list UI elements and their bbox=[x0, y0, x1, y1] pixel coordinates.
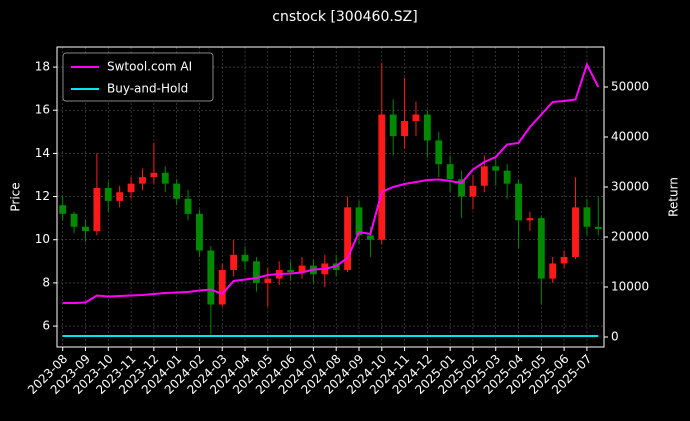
candle-body bbox=[104, 187, 112, 201]
candle-body bbox=[594, 226, 602, 229]
candle-body bbox=[401, 121, 408, 137]
candle-body bbox=[537, 218, 545, 279]
candle-body bbox=[446, 164, 454, 180]
candle-body bbox=[161, 172, 169, 184]
candle-body bbox=[70, 213, 78, 227]
candle-body bbox=[82, 226, 89, 232]
y2-tick-label: 10000 bbox=[611, 280, 649, 294]
candle-body bbox=[549, 263, 557, 279]
candle-body bbox=[423, 114, 431, 141]
candle-body bbox=[583, 207, 591, 227]
candle-body bbox=[560, 257, 568, 264]
candle-body bbox=[469, 185, 477, 197]
y2-axis-label: Return bbox=[667, 177, 681, 217]
legend-label: Buy-and-Hold bbox=[107, 82, 188, 96]
return-line bbox=[62, 61, 600, 304]
y2-tick-label: 0 bbox=[611, 330, 619, 344]
candle-body bbox=[139, 177, 146, 184]
candle-body bbox=[230, 254, 238, 270]
y2-tick-label: 40000 bbox=[611, 130, 649, 144]
candle-body bbox=[480, 166, 488, 186]
candle-body bbox=[344, 207, 352, 270]
candle-body bbox=[492, 166, 500, 171]
candle-body bbox=[218, 269, 226, 305]
y2-tick-label: 20000 bbox=[611, 230, 649, 244]
candle-body bbox=[264, 278, 272, 283]
candle-body bbox=[515, 183, 522, 221]
y2-tick-label: 30000 bbox=[611, 180, 649, 194]
candle-body bbox=[435, 140, 443, 165]
y-axis-label: Price bbox=[9, 182, 23, 211]
candle-body bbox=[458, 179, 465, 197]
y-tick-label: 12 bbox=[35, 189, 50, 203]
candle-body bbox=[150, 172, 158, 178]
legend-label: Swtool.com AI bbox=[107, 60, 192, 74]
candle-body bbox=[389, 114, 397, 137]
candle-body bbox=[184, 198, 192, 214]
candle-body bbox=[207, 250, 215, 305]
legend-box bbox=[62, 52, 214, 102]
candle-body bbox=[378, 114, 386, 240]
candle-body bbox=[241, 254, 249, 262]
y2-tick-label: 50000 bbox=[611, 80, 649, 94]
candle-body bbox=[412, 114, 420, 122]
plot-frame bbox=[56, 46, 605, 348]
candle-body bbox=[116, 192, 124, 201]
candle-body bbox=[253, 261, 260, 283]
y-tick-label: 6 bbox=[42, 319, 50, 333]
candle-body bbox=[526, 218, 534, 221]
y-tick-label: 18 bbox=[35, 60, 50, 74]
candle-body bbox=[196, 213, 203, 251]
candle-body bbox=[93, 187, 101, 232]
candle-body bbox=[503, 170, 511, 184]
candle-body bbox=[572, 207, 579, 257]
chart-title: cnstock [300460.SZ] bbox=[272, 9, 417, 25]
candle-body bbox=[287, 269, 295, 273]
candle-body bbox=[127, 183, 135, 193]
candle-body bbox=[355, 207, 363, 236]
candle-body bbox=[298, 265, 306, 273]
candle-body bbox=[59, 205, 67, 214]
y-tick-label: 14 bbox=[35, 146, 50, 160]
y-tick-label: 8 bbox=[42, 275, 50, 289]
y-tick-label: 16 bbox=[35, 103, 50, 117]
candle-body bbox=[173, 183, 181, 199]
candle-body bbox=[366, 235, 374, 240]
y-tick-label: 10 bbox=[35, 232, 50, 246]
